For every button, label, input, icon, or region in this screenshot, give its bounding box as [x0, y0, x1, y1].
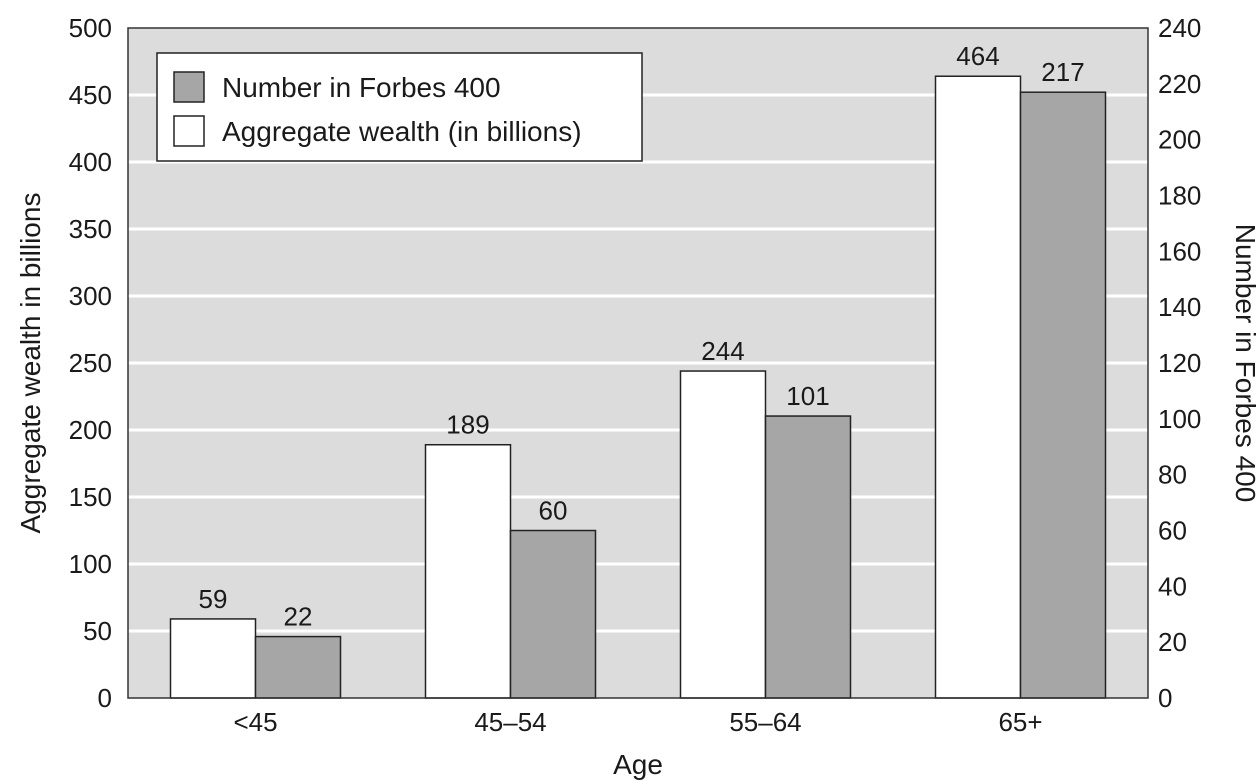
left-tick-label: 300	[69, 281, 112, 311]
bar-number-in-forbes	[254, 635, 342, 699]
right-tick-label: 240	[1158, 13, 1201, 43]
right-tick-label: 220	[1158, 69, 1201, 99]
right-tick-label: 40	[1158, 571, 1187, 601]
x-axis-title: Age	[613, 749, 663, 780]
number-value-label: 60	[539, 496, 568, 526]
left-tick-label: 0	[98, 683, 112, 713]
x-tick-label: <45	[233, 707, 277, 737]
bar-value-labels: 59 22 189 60 244 101 464 217	[199, 41, 1085, 631]
left-tick-label: 50	[83, 616, 112, 646]
wealth-value-label: 59	[199, 584, 228, 614]
number-value-label: 22	[284, 602, 313, 632]
plot-frame	[127, 27, 1149, 699]
left-tick-label: 150	[69, 482, 112, 512]
bar-aggregate-wealth	[934, 75, 1022, 699]
right-tick-label: 20	[1158, 627, 1187, 657]
right-tick-label: 100	[1158, 404, 1201, 434]
legend-label-wealth: Aggregate wealth (in billions)	[222, 116, 582, 147]
x-tick-label: 45–54	[474, 707, 546, 737]
bar-number-in-forbes	[1019, 91, 1107, 699]
bars	[169, 75, 1107, 699]
x-tick-label: 65+	[998, 707, 1042, 737]
right-tick-label: 120	[1158, 348, 1201, 378]
right-tick-label: 140	[1158, 292, 1201, 322]
bar-aggregate-wealth	[679, 370, 767, 699]
left-tick-label: 100	[69, 549, 112, 579]
right-tick-label: 200	[1158, 125, 1201, 155]
legend-swatch-wealth	[173, 115, 205, 147]
left-tick-label: 400	[69, 147, 112, 177]
left-axis-title: Aggregate wealth in billions	[15, 193, 46, 534]
right-tick-label: 80	[1158, 460, 1187, 490]
left-axis-ticks: 0 50 100 150 200 250 300 350 400 450 500	[69, 13, 112, 713]
legend: Number in Forbes 400 Aggregate wealth (i…	[156, 52, 643, 162]
left-tick-label: 450	[69, 80, 112, 110]
bar-number-in-forbes	[764, 415, 852, 699]
wealth-value-label: 244	[701, 336, 744, 366]
x-tick-label: 55–64	[729, 707, 801, 737]
right-tick-label: 160	[1158, 236, 1201, 266]
right-axis-ticks: 0 20 40 60 80 100 120 140 160 180 200 220 240	[1158, 13, 1201, 713]
bar-number-in-forbes	[509, 529, 597, 699]
number-value-label: 217	[1041, 57, 1084, 87]
number-value-label: 101	[786, 381, 829, 411]
x-axis-ticks: <45 45–54 55–64 65+	[233, 707, 1042, 737]
wealth-value-label: 189	[446, 410, 489, 440]
left-tick-label: 350	[69, 214, 112, 244]
left-tick-label: 250	[69, 348, 112, 378]
bar-aggregate-wealth	[169, 618, 257, 699]
right-axis-title: Number in Forbes 400	[1230, 224, 1260, 503]
left-tick-label: 500	[69, 13, 112, 43]
legend-swatch-number	[173, 71, 205, 103]
legend-box	[156, 52, 643, 162]
bar-aggregate-wealth	[424, 443, 512, 699]
left-tick-label: 200	[69, 415, 112, 445]
right-tick-label: 60	[1158, 516, 1187, 546]
right-tick-label: 0	[1158, 683, 1172, 713]
right-tick-label: 180	[1158, 181, 1201, 211]
legend-label-number: Number in Forbes 400	[222, 72, 501, 103]
wealth-value-label: 464	[956, 41, 999, 71]
